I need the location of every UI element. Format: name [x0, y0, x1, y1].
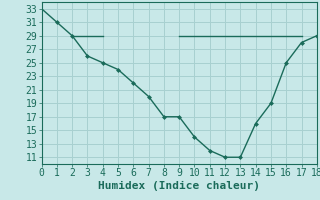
X-axis label: Humidex (Indice chaleur): Humidex (Indice chaleur) [98, 181, 260, 191]
